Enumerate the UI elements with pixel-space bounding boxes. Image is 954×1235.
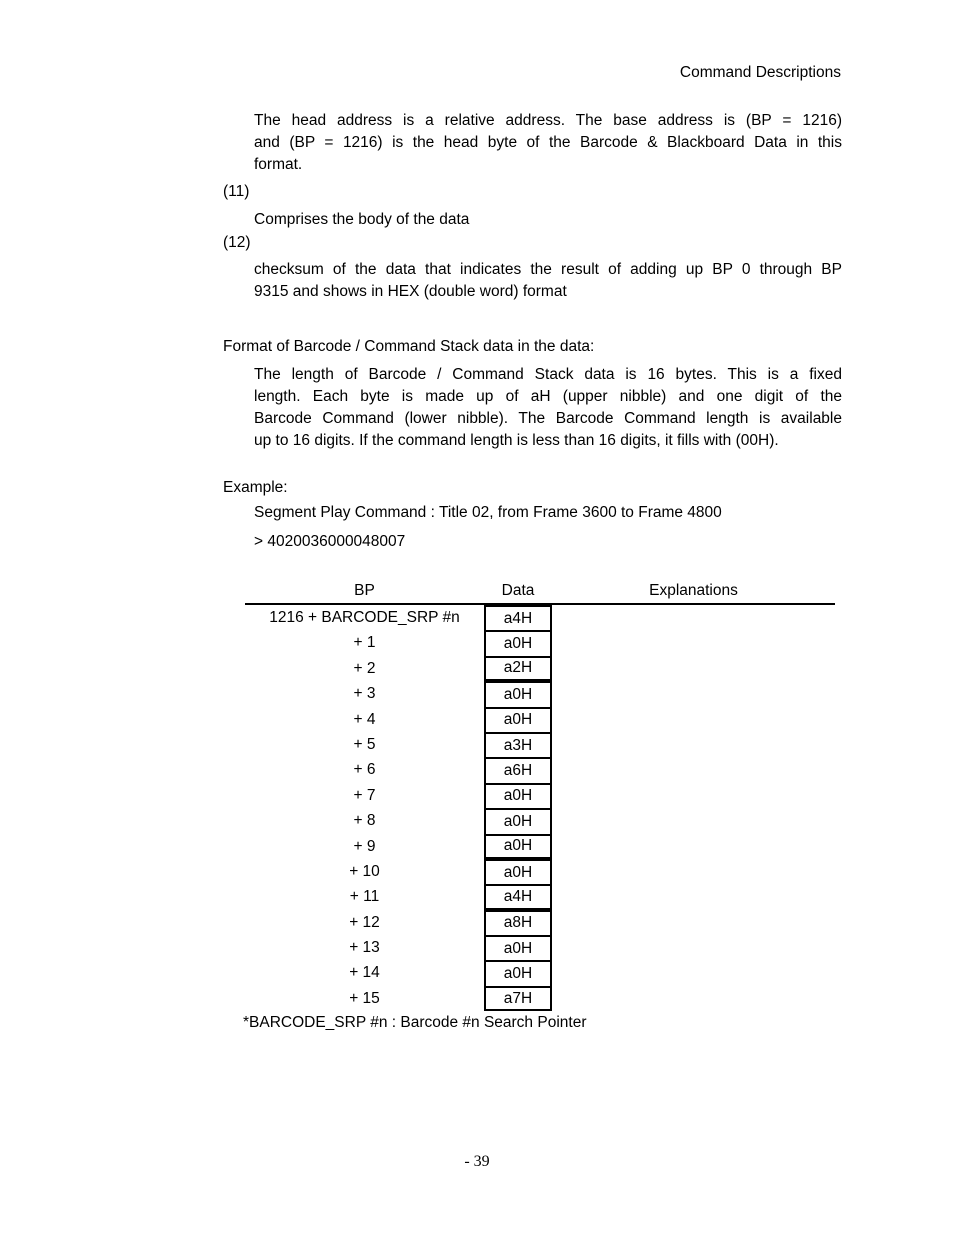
example-barcode-string: > 4020036000048007	[254, 533, 406, 550]
bp-cell: + 11	[349, 888, 380, 906]
data-cell: a4H	[484, 884, 552, 910]
explanations-cell	[552, 783, 835, 808]
explanations-cell	[552, 605, 835, 630]
paragraph-head-address: The head address is a relative address. …	[254, 110, 842, 176]
bp-data-table: BP Data Explanations 1216 + BARCODE_SRP …	[245, 579, 835, 1012]
list-item-11-label: (11)	[223, 183, 250, 200]
bp-cell: + 9	[353, 837, 376, 855]
example-command-description: Segment Play Command : Title 02, from Fr…	[254, 504, 722, 521]
table-row: + 3 a0H	[245, 681, 835, 707]
bp-cell: + 8	[353, 812, 376, 830]
explanations-cell	[552, 757, 835, 782]
data-cell: a0H	[484, 808, 552, 834]
paragraph-line: format.	[254, 156, 303, 173]
data-cell: a0H	[484, 706, 552, 732]
bp-cell: + 6	[353, 761, 376, 779]
paragraph-checksum: checksum of the data that indicates the …	[254, 259, 842, 303]
explanations-cell	[552, 910, 835, 935]
data-cell: a2H	[484, 655, 552, 682]
explanations-cell	[552, 834, 835, 859]
page-number: - 39	[464, 1153, 490, 1170]
data-cell: a6H	[484, 757, 552, 783]
bp-cell: + 12	[349, 913, 380, 931]
table-row: + 1 a0H	[245, 630, 835, 656]
paragraph-line: The head address is a relative address. …	[254, 112, 842, 129]
example-heading: Example:	[223, 479, 288, 496]
data-cell: a0H	[484, 858, 552, 885]
explanations-cell	[552, 681, 835, 706]
paragraph-line: checksum of the data that indicates the …	[254, 261, 842, 278]
explanations-cell	[552, 656, 835, 681]
running-header: Command Descriptions	[679, 64, 841, 81]
table-header-row: BP Data Explanations	[245, 579, 835, 603]
table-row: + 5 a3H	[245, 731, 835, 758]
bp-cell: + 14	[349, 964, 380, 982]
table-row: + 9 a0H	[245, 833, 835, 859]
column-header-explanations: Explanations	[649, 582, 738, 599]
data-cell: a7H	[484, 985, 552, 1012]
list-item-12-label: (12)	[223, 234, 251, 251]
table-row: + 2 a2H	[245, 655, 835, 682]
explanations-cell	[552, 884, 835, 909]
explanations-cell	[552, 986, 835, 1011]
table-row: + 11 a4H	[245, 884, 835, 910]
table-row: + 8 a0H	[245, 808, 835, 834]
bp-cell: + 13	[349, 939, 380, 957]
explanations-cell	[552, 707, 835, 732]
paragraph-line: length. Each byte is made up of aH (uppe…	[254, 388, 842, 405]
bp-cell: + 3	[353, 685, 376, 703]
bp-cell: + 1	[353, 634, 376, 652]
column-header-data: Data	[501, 582, 535, 599]
paragraph-line: 9315 and shows in HEX (double word) form…	[254, 283, 567, 300]
bp-cell: + 7	[353, 786, 376, 804]
data-cell: a3H	[484, 731, 552, 758]
table-row: + 12 a8H	[245, 909, 835, 936]
data-cell: a0H	[484, 935, 552, 961]
data-cell: a0H	[484, 782, 552, 809]
table-footnote: *BARCODE_SRP #n : Barcode #n Search Poin…	[243, 1014, 587, 1031]
data-cell: a4H	[484, 605, 552, 631]
data-cell: a0H	[484, 833, 552, 859]
bp-cell: + 10	[349, 862, 380, 880]
explanations-cell	[552, 935, 835, 960]
table-header-rule	[245, 603, 835, 605]
data-cell: a0H	[484, 960, 552, 986]
format-heading: Format of Barcode / Command Stack data i…	[223, 338, 595, 355]
paragraph-line: The length of Barcode / Command Stack da…	[254, 366, 842, 383]
column-header-bp: BP	[354, 582, 375, 599]
list-item-11-text: Comprises the body of the data	[254, 211, 470, 228]
bp-cell: + 2	[353, 659, 376, 677]
table-row: + 14 a0H	[245, 960, 835, 986]
bp-cell: + 4	[353, 710, 376, 728]
bp-cell: + 5	[353, 735, 376, 753]
explanations-cell	[552, 630, 835, 655]
table-row: + 15 a7H	[245, 985, 835, 1012]
table-row: + 13 a0H	[245, 935, 835, 961]
bp-cell: + 15	[349, 989, 380, 1007]
paragraph-line: Barcode Command (lower nibble). The Barc…	[254, 410, 842, 427]
bp-cell: 1216 + BARCODE_SRP #n	[269, 609, 460, 626]
data-cell: a0H	[484, 630, 552, 656]
explanations-cell	[552, 960, 835, 985]
explanations-cell	[552, 808, 835, 833]
paragraph-line: up to 16 digits. If the command length i…	[254, 432, 779, 449]
paragraph-format: The length of Barcode / Command Stack da…	[254, 364, 842, 452]
explanations-cell	[552, 732, 835, 757]
table-row: + 4 a0H	[245, 706, 835, 732]
explanations-cell	[552, 859, 835, 884]
data-cell: a8H	[484, 909, 552, 936]
data-cell: a0H	[484, 681, 552, 707]
table-body: 1216 + BARCODE_SRP #n a4H + 1 a0H + 2 a2H + 3 a…	[245, 605, 835, 1012]
table-row: + 10 a0H	[245, 858, 835, 885]
table-row: + 7 a0H	[245, 782, 835, 809]
table-row: + 6 a6H	[245, 757, 835, 783]
paragraph-line: and (BP = 1216) is the head byte of the …	[254, 134, 842, 151]
table-row: 1216 + BARCODE_SRP #n a4H	[245, 605, 835, 631]
